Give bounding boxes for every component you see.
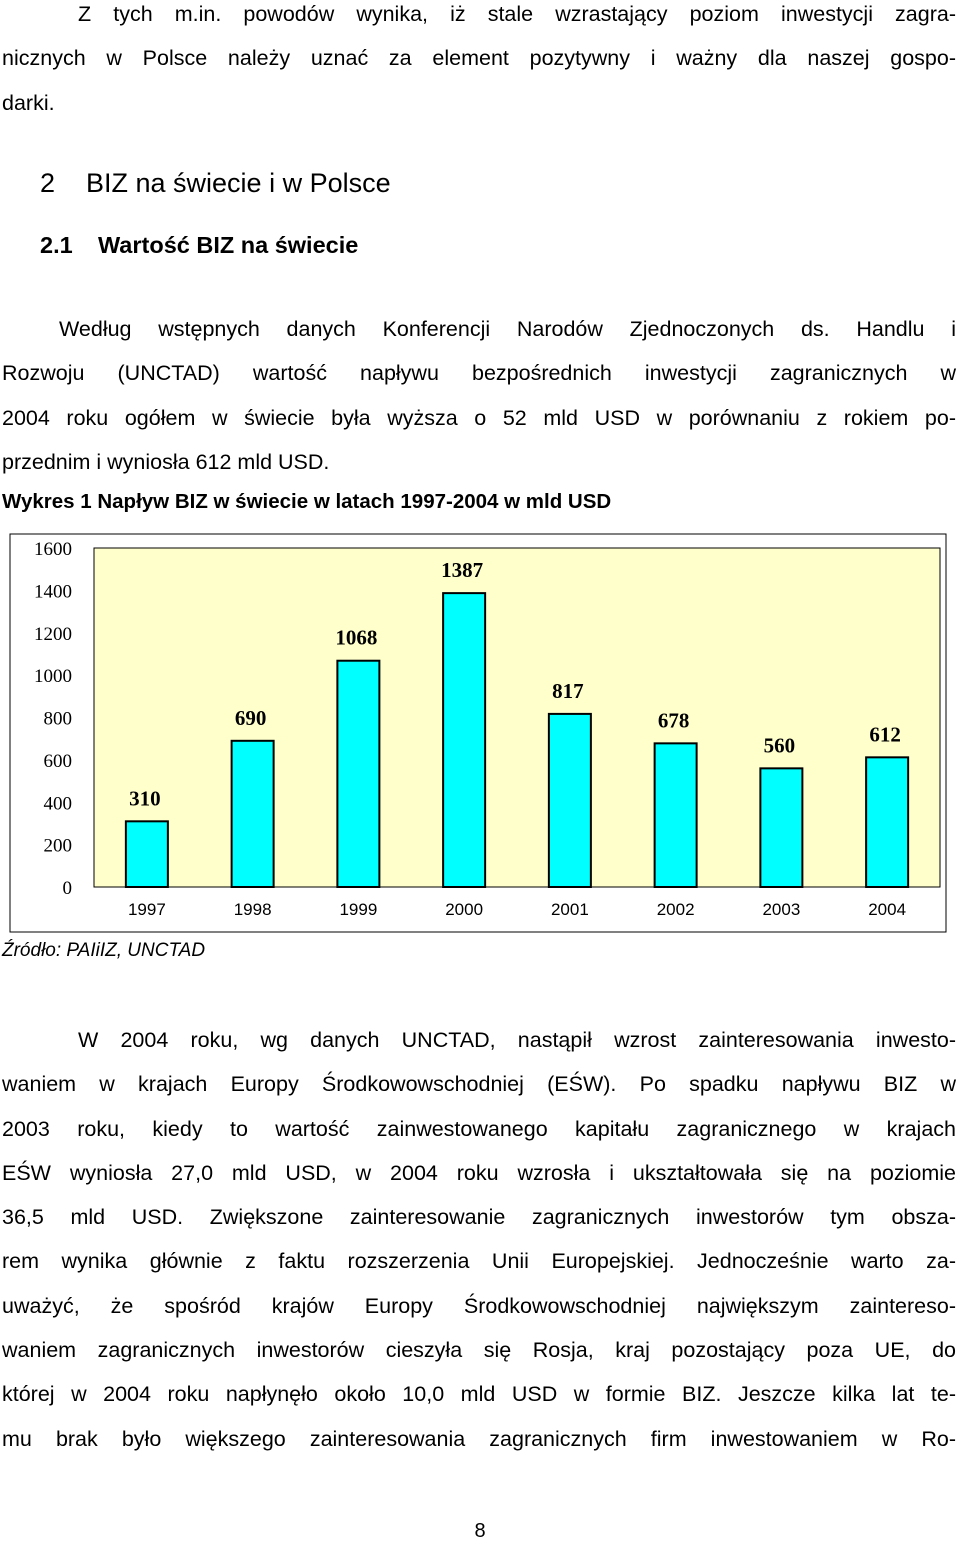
para1-line-3: 2004 roku ogółem w świecie była wyższa o… <box>2 405 956 430</box>
y-tick-label: 1000 <box>34 666 72 687</box>
para2-line-4: EŚW wyniosła 27,0 mld USD, w 2004 roku w… <box>2 1160 956 1185</box>
para2-line-9: której w 2004 roku napłynęło około 10,0 … <box>2 1382 956 1407</box>
data-label-2002: 678 <box>658 708 690 732</box>
para2-line-6: rem wynika głównie z faktu rozszerzenia … <box>2 1249 956 1274</box>
bar-chart: 0 200 400 600 800 1000 1200 1400 1600 310 1997 690 1… <box>9 533 947 933</box>
bar-1999 <box>336 659 381 888</box>
para1-line-4: przednim i wyniosła 612 mld USD. <box>2 449 330 474</box>
x-tick-label-2001: 2001 <box>551 900 589 919</box>
x-tick-label-2000: 2000 <box>445 900 483 919</box>
y-tick-label: 600 <box>44 751 73 772</box>
data-label-2004: 612 <box>869 722 901 746</box>
x-tick-label-1997: 1997 <box>128 900 166 919</box>
data-label-1999: 1068 <box>335 626 377 650</box>
y-tick-label: 1400 <box>34 581 72 602</box>
data-label-2001: 817 <box>552 679 584 703</box>
bar-2004 <box>865 756 910 888</box>
para2-line-8: waniem zagranicznych inwestorów cieszyła… <box>2 1338 956 1363</box>
page-number: 8 <box>474 1520 486 1542</box>
bar-2000 <box>442 592 487 889</box>
figure-caption: Wykres 1 Napływ BIZ w świecie w latach 1… <box>2 490 612 513</box>
subsection-title: Wartość BIZ na świecie <box>98 232 359 258</box>
paragraph-1: Według wstępnych danych Konferencji Naro… <box>2 307 956 484</box>
para2-line-5: 36,5 mld USD. Zwiększone zainteresowanie… <box>2 1205 956 1230</box>
source-note: Źródło: PAIiIZ, UNCTAD <box>2 940 206 961</box>
x-tick-label-2002: 2002 <box>657 900 695 919</box>
y-tick-label: 1600 <box>34 539 72 560</box>
data-label-1997: 310 <box>129 786 161 810</box>
intro-paragraph: Z tych m.in. powodów wynika, iż stale wz… <box>2 0 956 125</box>
bar-2001 <box>547 712 592 888</box>
para2-line-10: mu brak było większego zainteresowania z… <box>2 1426 956 1451</box>
x-tick-label-1998: 1998 <box>234 900 272 919</box>
para2-line-2: waniem w krajach Europy Środkowowschodni… <box>2 1072 956 1097</box>
bar-2002 <box>653 742 698 888</box>
paragraph-2: W 2004 roku, wg danych UNCTAD, nastąpił … <box>2 1018 956 1461</box>
para2-line-3: 2003 roku, kiedy to wartość zainwestowan… <box>2 1116 956 1141</box>
intro-line-3: darki. <box>2 90 55 115</box>
x-tick-label-1999: 1999 <box>339 900 377 919</box>
bar-1998 <box>230 739 275 888</box>
data-label-2000: 1387 <box>441 558 483 582</box>
y-tick-label: 200 <box>44 836 73 857</box>
section-number: 2 <box>40 168 56 198</box>
intro-line-1: Z tych m.in. powodów wynika, iż stale wz… <box>78 2 956 26</box>
y-tick-label: 1200 <box>34 624 72 645</box>
data-label-1998: 690 <box>235 706 267 730</box>
para1-line-1: Według wstępnych danych Konferencji Naro… <box>59 317 956 341</box>
y-tick-label: 800 <box>44 709 73 730</box>
section-heading: 2 BIZ na świecie i w Polsce <box>40 168 391 199</box>
data-label-2003: 560 <box>764 733 796 757</box>
y-tick-label: 400 <box>44 793 73 814</box>
subsection-number: 2.1 <box>40 232 73 258</box>
subsection-heading: 2.1 Wartość BIZ na świecie <box>40 232 358 259</box>
x-tick-label-2004: 2004 <box>868 900 906 919</box>
bar-2003 <box>759 767 804 889</box>
para1-line-2: Rozwoju (UNCTAD) wartość napływu bezpośr… <box>2 361 956 386</box>
y-tick-label: 0 <box>63 878 73 899</box>
bar-1997 <box>124 820 169 889</box>
para2-line-7: uważyć, że spośród krajów Europy Środkow… <box>2 1293 956 1318</box>
plot-area <box>93 547 941 888</box>
intro-line-2: nicznych w Polsce należy uznać za elemen… <box>2 46 956 71</box>
para2-line-1: W 2004 roku, wg danych UNCTAD, nastąpił … <box>78 1028 956 1052</box>
x-tick-label-2003: 2003 <box>762 900 800 919</box>
section-title: BIZ na świecie i w Polsce <box>86 168 391 198</box>
